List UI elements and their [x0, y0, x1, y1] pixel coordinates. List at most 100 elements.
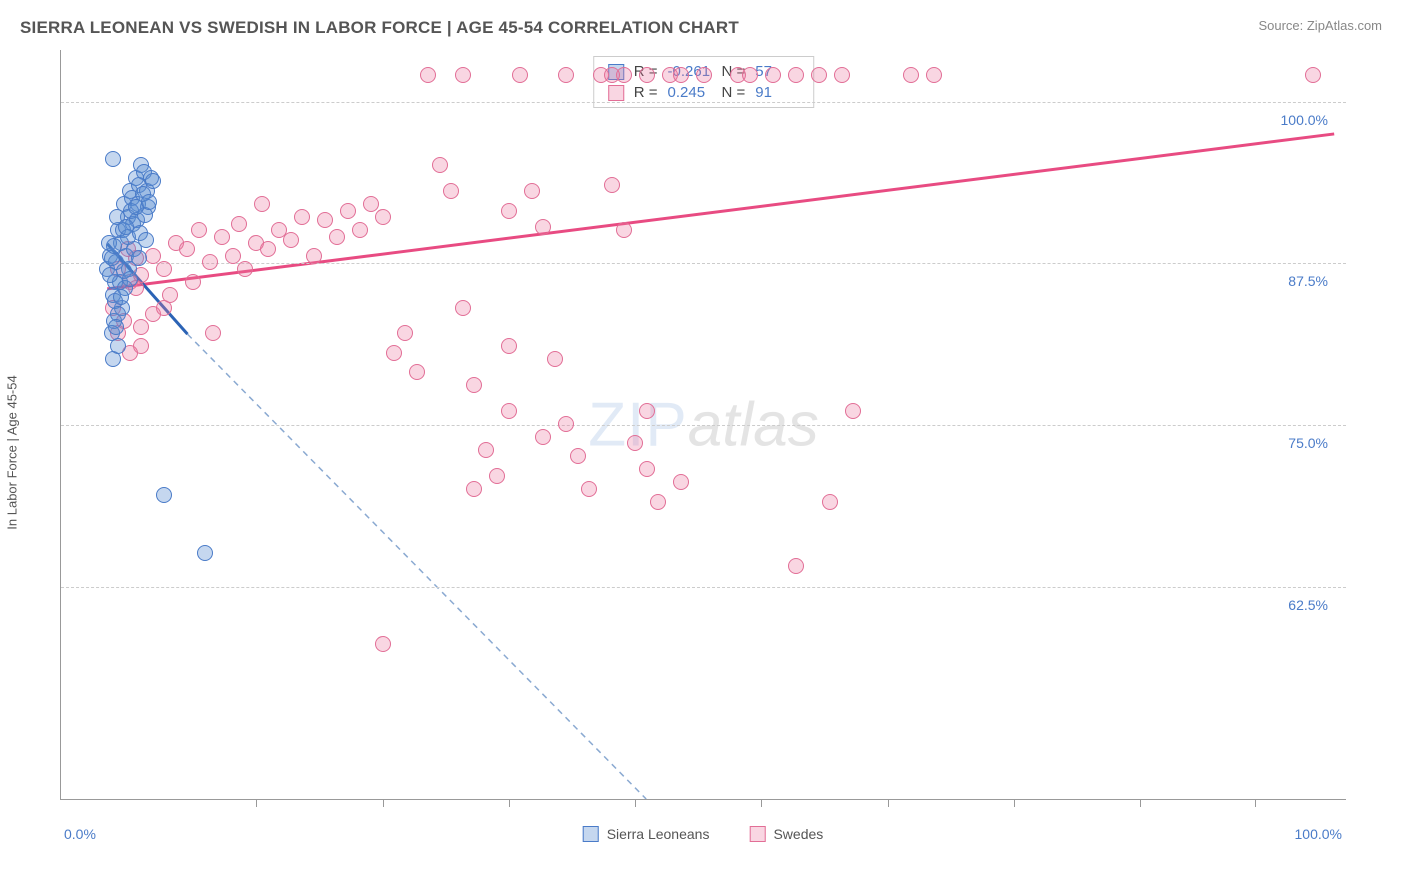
point-series-b [1305, 67, 1321, 83]
point-series-a [105, 151, 121, 167]
legend: Sierra Leoneans Swedes [583, 826, 824, 842]
gridline [61, 425, 1346, 426]
legend-item-series-b: Swedes [749, 826, 823, 842]
point-series-a [122, 271, 138, 287]
point-series-b [466, 481, 482, 497]
point-series-a [138, 232, 154, 248]
point-series-b [420, 67, 436, 83]
point-series-a [141, 194, 157, 210]
x-tick [509, 799, 510, 807]
point-series-b [156, 261, 172, 277]
point-series-b [581, 481, 597, 497]
point-series-b [283, 232, 299, 248]
x-tick [635, 799, 636, 807]
point-series-b [604, 177, 620, 193]
point-series-b [205, 325, 221, 341]
gridline [61, 263, 1346, 264]
plot-area: ZIPatlas R = -0.261 N = 57 R = 0.245 N =… [60, 50, 1346, 800]
point-series-b [352, 222, 368, 238]
point-series-b [742, 67, 758, 83]
x-tick [1140, 799, 1141, 807]
point-series-b [811, 67, 827, 83]
gridline [61, 102, 1346, 103]
point-series-b [501, 403, 517, 419]
point-series-b [397, 325, 413, 341]
point-series-b [254, 196, 270, 212]
x-max-label: 100.0% [1295, 826, 1342, 842]
point-series-b [185, 274, 201, 290]
point-series-a [110, 338, 126, 354]
point-series-a [156, 487, 172, 503]
x-tick [256, 799, 257, 807]
point-series-b [375, 209, 391, 225]
point-series-b [432, 157, 448, 173]
point-series-a [118, 219, 134, 235]
y-tick-label: 100.0% [1281, 112, 1328, 128]
gridline [61, 587, 1346, 588]
point-series-b [179, 241, 195, 257]
point-series-a [197, 545, 213, 561]
legend-swatch-a-icon [583, 826, 599, 842]
point-series-b [650, 494, 666, 510]
point-series-b [202, 254, 218, 270]
point-series-b [604, 67, 620, 83]
point-series-b [639, 67, 655, 83]
point-series-b [443, 183, 459, 199]
point-series-b [547, 351, 563, 367]
y-tick-label: 87.5% [1288, 273, 1328, 289]
point-series-b [501, 203, 517, 219]
point-series-b [340, 203, 356, 219]
point-series-b [294, 209, 310, 225]
point-series-b [535, 219, 551, 235]
point-series-b [317, 212, 333, 228]
x-min-label: 0.0% [64, 826, 96, 842]
x-tick [383, 799, 384, 807]
legend-label-b: Swedes [773, 826, 823, 842]
point-series-b [903, 67, 919, 83]
point-series-a [131, 250, 147, 266]
point-series-b [478, 442, 494, 458]
stats-row-series-b: R = 0.245 N = 91 [608, 82, 800, 103]
x-tick [1014, 799, 1015, 807]
point-series-b [845, 403, 861, 419]
point-series-a [113, 289, 129, 305]
point-series-b [156, 300, 172, 316]
point-series-b [191, 222, 207, 238]
x-tick [1255, 799, 1256, 807]
legend-label-a: Sierra Leoneans [607, 826, 710, 842]
point-series-b [788, 558, 804, 574]
x-tick [761, 799, 762, 807]
point-series-b [329, 229, 345, 245]
point-series-b [214, 229, 230, 245]
y-tick-label: 62.5% [1288, 597, 1328, 613]
point-series-a [108, 319, 124, 335]
point-series-b [260, 241, 276, 257]
point-series-b [627, 435, 643, 451]
point-series-b [765, 67, 781, 83]
point-series-b [616, 222, 632, 238]
point-series-b [512, 67, 528, 83]
point-series-b [788, 67, 804, 83]
y-tick-label: 75.0% [1288, 435, 1328, 451]
point-series-b [409, 364, 425, 380]
point-series-b [639, 461, 655, 477]
swatch-series-b-icon [608, 85, 624, 101]
point-series-b [455, 300, 471, 316]
legend-swatch-b-icon [749, 826, 765, 842]
source-attribution: Source: ZipAtlas.com [1258, 18, 1382, 33]
point-series-b [466, 377, 482, 393]
point-series-b [386, 345, 402, 361]
point-series-a [145, 173, 161, 189]
point-series-b [306, 248, 322, 264]
point-series-b [489, 468, 505, 484]
point-series-b [375, 636, 391, 652]
point-series-b [639, 403, 655, 419]
point-series-a [106, 238, 122, 254]
point-series-b [455, 67, 471, 83]
point-series-b [237, 261, 253, 277]
point-series-b [535, 429, 551, 445]
chart-container: In Labor Force | Age 45-54 ZIPatlas R = … [20, 50, 1386, 840]
point-series-b [696, 67, 712, 83]
point-series-b [822, 494, 838, 510]
point-series-b [524, 183, 540, 199]
